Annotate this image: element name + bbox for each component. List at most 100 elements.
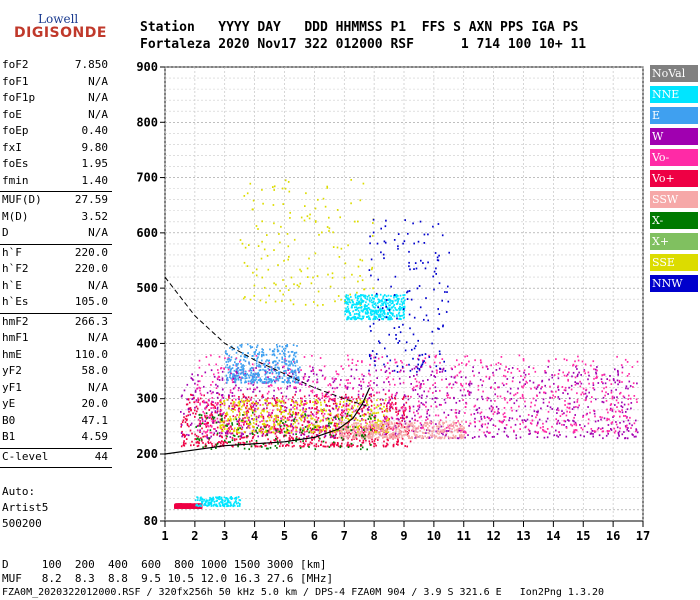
echo-point [445,311,448,313]
echo-point [389,409,391,412]
echo-point [273,353,275,356]
echo-point [619,391,622,394]
echo-point [378,315,381,318]
echo-point [346,437,349,439]
echo-point [459,427,462,430]
echo-point [389,318,392,321]
echo-point [387,417,390,420]
header-values: Fortaleza 2020 Nov17 322 012000 RSF 1 71… [140,37,587,52]
echo-point [447,300,450,303]
echo-point [236,414,238,416]
echo-point [405,434,408,436]
echo-point [476,408,478,411]
echo-point [230,358,232,361]
echo-point [219,414,222,417]
echo-point [241,421,244,424]
echo-point [632,386,634,388]
echo-point [356,295,359,298]
echo-point [340,422,343,424]
echo-point [365,413,367,416]
echo-point [309,213,311,216]
echo-point [437,427,440,430]
echo-point [393,435,395,438]
echo-point [249,374,252,376]
echo-point [576,399,579,401]
echo-point [540,407,542,410]
echo-point [357,405,359,408]
echo-point [433,361,436,364]
echo-point [277,388,280,391]
echo-point [389,304,391,307]
echo-point [396,441,399,444]
echo-point [461,429,464,431]
echo-point [236,420,238,423]
echo-point [282,427,285,430]
echo-point [565,375,568,377]
echo-point [391,397,393,400]
echo-point [383,426,385,429]
echo-point [386,430,389,433]
echo-point [593,377,595,380]
echo-point [315,413,318,416]
echo-point [437,437,439,440]
echo-point [455,415,457,418]
echo-point [379,404,382,406]
echo-point [328,227,331,230]
echo-point [399,331,402,334]
echo-point [437,414,440,417]
echo-point [606,419,608,422]
echo-point [270,384,272,386]
echo-point [325,428,328,431]
echo-point [248,244,250,246]
echo-point [241,426,244,429]
echo-point [340,365,343,368]
echo-point [439,368,441,370]
echo-point [230,419,232,422]
y-tick-label: 900 [136,60,158,74]
echo-point [574,376,577,379]
echo-point [278,371,280,374]
echo-point [426,412,428,415]
echo-point [351,431,354,434]
echo-point [481,366,484,369]
echo-point [337,407,340,410]
echo-point [416,365,418,368]
echo-point [299,404,301,407]
echo-point [243,297,245,300]
echo-point [290,436,293,439]
echo-point [393,304,395,306]
echo-point [356,445,358,448]
echo-point [272,409,274,412]
echo-point [259,421,261,423]
echo-point [281,345,284,348]
echo-point [406,431,409,434]
echo-point [290,423,292,425]
param-name: fmin [2,173,29,187]
echo-point [233,438,236,440]
echo-point [341,416,344,419]
echo-point [376,377,378,379]
echo-point [575,424,578,427]
echo-point [221,440,223,442]
echo-point [276,350,279,353]
echo-point [377,315,380,318]
auto-label: Auto: [2,485,36,498]
echo-point [536,410,538,413]
echo-point [293,361,296,364]
echo-point [201,432,204,435]
echo-point [292,400,295,403]
echo-point [304,426,307,428]
echo-point [277,362,279,364]
echo-point [233,408,235,410]
echo-point [354,318,356,321]
echo-point [238,400,240,403]
echo-point [427,409,429,411]
echo-point [370,387,373,389]
echo-point [604,394,606,397]
echo-point [195,434,198,437]
echo-point [274,366,276,369]
echo-point [341,426,343,429]
echo-point [345,417,347,419]
echo-point [355,364,358,366]
echo-point [365,435,367,438]
